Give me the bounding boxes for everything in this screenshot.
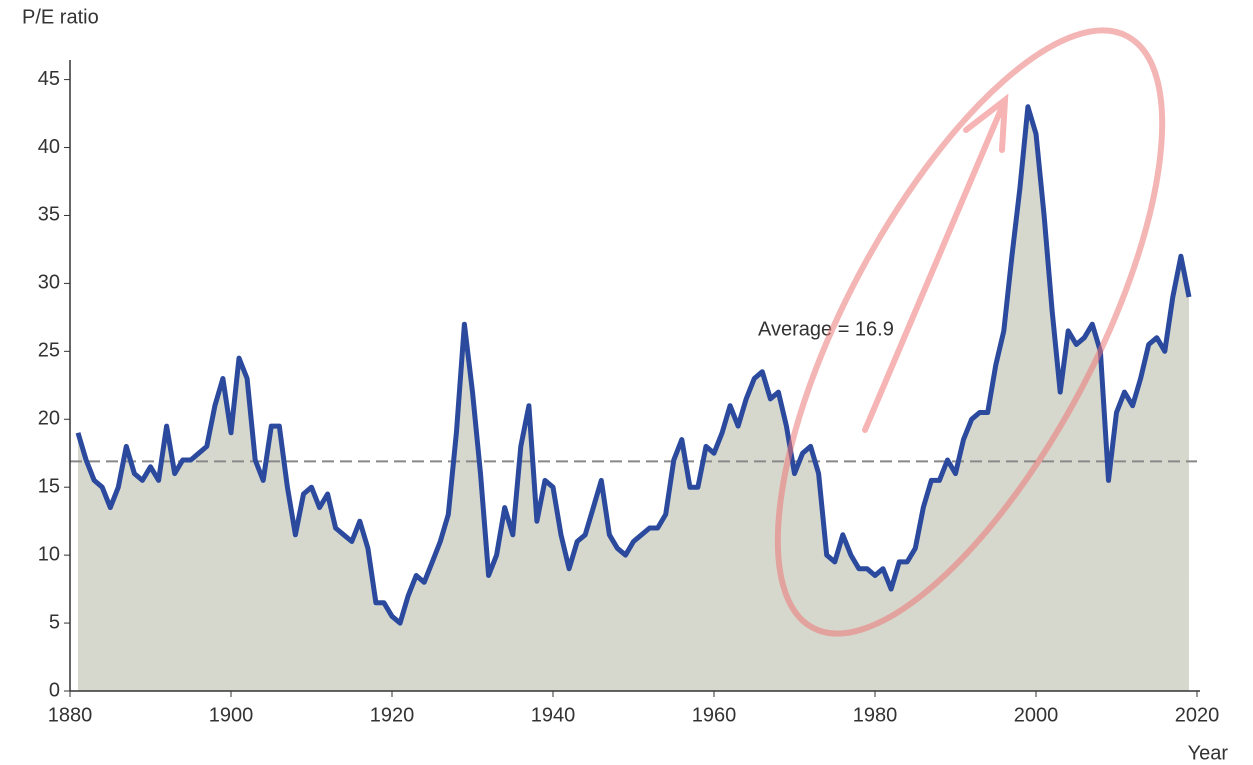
y-tick-label: 25 bbox=[38, 340, 60, 362]
x-tick-label: 2020 bbox=[1175, 704, 1220, 726]
x-axis-label: Year bbox=[1188, 742, 1229, 764]
y-tick-label: 45 bbox=[38, 68, 60, 90]
line bbox=[75, 104, 1192, 626]
x-tick-label: 2000 bbox=[1014, 704, 1059, 726]
x-tick-label: 1960 bbox=[692, 704, 737, 726]
average-label: Average = 16.9 bbox=[758, 318, 894, 340]
x-tick-label: 1880 bbox=[48, 704, 93, 726]
y-tick-label: 35 bbox=[38, 204, 60, 226]
area bbox=[78, 106, 1189, 692]
highlight-arrow bbox=[862, 93, 1009, 433]
y-tick-label: 5 bbox=[49, 611, 60, 633]
y-tick-label: 0 bbox=[49, 679, 60, 701]
x-tick-label: 1940 bbox=[531, 704, 576, 726]
y-tick-label: 20 bbox=[38, 408, 60, 430]
highlight-ellipse bbox=[774, 27, 1166, 637]
y-tick-label: 30 bbox=[38, 272, 60, 294]
y-tick-label: 40 bbox=[38, 136, 60, 158]
x-tick-label: 1980 bbox=[853, 704, 898, 726]
y-axis-label: P/E ratio bbox=[22, 6, 99, 28]
x-tick-label: 1900 bbox=[209, 704, 254, 726]
x-tick-label: 1920 bbox=[370, 704, 415, 726]
y-tick-label: 15 bbox=[38, 475, 60, 497]
y-tick-label: 10 bbox=[38, 543, 60, 565]
